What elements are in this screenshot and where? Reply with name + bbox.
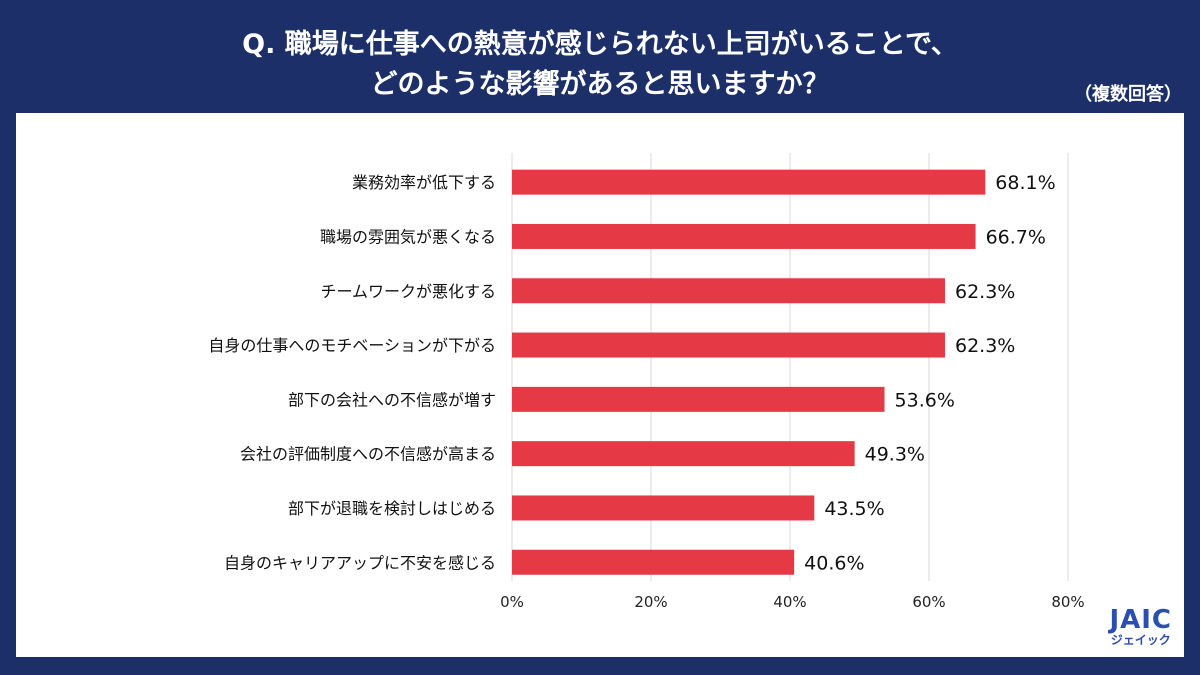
category-label: 部下の会社への不信感が増す <box>288 390 496 409</box>
multiple-answer-note: （複数回答） <box>1074 84 1182 105</box>
category-label: 職場の雰囲気が悪くなる <box>320 227 496 246</box>
chart-title-line-2: どのような影響があると思いますか？ <box>370 69 830 100</box>
bar-chart: 0% 20% 40% 60% 80% 業務効率が低下する 68.1% 職場の雰囲気が悪くなる 6… <box>208 153 1085 611</box>
bar <box>512 549 795 575</box>
x-tick-label: 60% <box>912 593 945 611</box>
logo-subtext: ジェイック <box>1110 633 1171 647</box>
value-label: 53.6% <box>895 389 955 411</box>
bar <box>512 278 945 304</box>
category-label: 部下が退職を検討しはじめる <box>288 499 496 518</box>
value-label: 40.6% <box>804 552 864 574</box>
value-label: 62.3% <box>955 335 1015 357</box>
bar <box>512 441 855 467</box>
value-label: 66.7% <box>986 226 1046 248</box>
bar <box>512 386 885 412</box>
x-tick-label: 80% <box>1051 593 1084 611</box>
value-label: 68.1% <box>995 172 1055 194</box>
x-tick-label: 20% <box>634 593 667 611</box>
value-label: 49.3% <box>865 444 925 466</box>
chart-panel: 0% 20% 40% 60% 80% 業務効率が低下する 68.1% 職場の雰囲気が悪くなる 6… <box>16 113 1184 657</box>
bar <box>512 495 815 521</box>
category-label: 業務効率が低下する <box>352 173 496 192</box>
category-label: チームワークが悪化する <box>320 282 496 301</box>
value-label: 43.5% <box>824 498 884 520</box>
chart-title-line-1: Q. 職場に仕事への熱意が感じられない上司がいることで、 <box>242 29 958 60</box>
category-label: 自身のキャリアアップに不安を感じる <box>224 553 496 572</box>
x-tick-label: 0% <box>500 593 524 611</box>
category-label: 自身の仕事へのモチベーションが下がる <box>208 336 496 355</box>
bar <box>512 223 976 249</box>
bar <box>512 169 986 195</box>
logo-wordmark: JAIC <box>1109 605 1172 635</box>
x-tick-label: 40% <box>773 593 806 611</box>
value-label: 62.3% <box>955 281 1015 303</box>
bar <box>512 332 945 358</box>
jaic-logo: JAIC ジェイック <box>1109 607 1172 647</box>
category-label: 会社の評価制度への不信感が高まる <box>240 445 496 464</box>
